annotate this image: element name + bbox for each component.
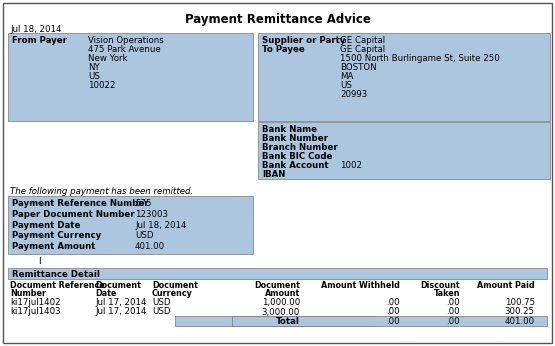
Text: 1500 North Burlingame St, Suite 250: 1500 North Burlingame St, Suite 250	[340, 54, 500, 63]
Text: 20993: 20993	[340, 90, 367, 99]
Text: Bank BIC Code: Bank BIC Code	[262, 152, 332, 161]
Text: Document: Document	[254, 281, 300, 290]
Text: .00: .00	[446, 298, 460, 307]
Text: 1002: 1002	[340, 161, 362, 170]
Text: .00: .00	[386, 317, 400, 326]
FancyBboxPatch shape	[3, 3, 552, 343]
Text: The following payment has been remitted.: The following payment has been remitted.	[10, 187, 193, 196]
Text: GE Capital: GE Capital	[340, 36, 385, 45]
FancyBboxPatch shape	[8, 33, 253, 121]
FancyBboxPatch shape	[175, 316, 375, 326]
Text: Amount Paid: Amount Paid	[477, 281, 535, 290]
Text: Paper Document Number: Paper Document Number	[12, 210, 135, 219]
Text: ki17jul1402: ki17jul1402	[10, 298, 60, 307]
Text: 3,000.00: 3,000.00	[262, 308, 300, 317]
Text: ki17jul1403: ki17jul1403	[10, 308, 60, 317]
Text: MA: MA	[340, 72, 354, 81]
Text: NY: NY	[88, 63, 100, 72]
FancyBboxPatch shape	[232, 316, 547, 326]
Text: Payment Remittance Advice: Payment Remittance Advice	[185, 13, 370, 26]
Text: .00: .00	[446, 308, 460, 317]
Text: Payment Currency: Payment Currency	[12, 231, 101, 240]
Text: Jul 18, 2014: Jul 18, 2014	[10, 25, 62, 34]
Text: Branch Number: Branch Number	[262, 143, 338, 152]
Text: Bank Account: Bank Account	[262, 161, 329, 170]
Text: To Payee: To Payee	[262, 45, 305, 54]
Text: Vision Operations: Vision Operations	[88, 36, 164, 45]
Text: Date: Date	[95, 289, 117, 298]
Text: Discount: Discount	[420, 281, 460, 290]
Text: Jul 18, 2014: Jul 18, 2014	[135, 221, 186, 230]
Text: 401.00: 401.00	[135, 242, 165, 251]
Text: I: I	[38, 257, 41, 266]
Text: Payment Reference Number: Payment Reference Number	[12, 199, 149, 208]
Text: 100.75: 100.75	[505, 298, 535, 307]
FancyBboxPatch shape	[258, 122, 550, 179]
Text: Amount Withheld: Amount Withheld	[321, 281, 400, 290]
Text: Document: Document	[95, 281, 141, 290]
Text: USD: USD	[135, 231, 154, 240]
Text: IBAN: IBAN	[262, 170, 285, 179]
Text: USD: USD	[152, 298, 170, 307]
Text: Jul 17, 2014: Jul 17, 2014	[95, 298, 147, 307]
Text: BOSTON: BOSTON	[340, 63, 377, 72]
Text: 10022: 10022	[88, 81, 115, 90]
Text: Jul 17, 2014: Jul 17, 2014	[95, 308, 147, 317]
Text: Supplier or Party: Supplier or Party	[262, 36, 346, 45]
Text: 575: 575	[135, 199, 152, 208]
Text: .00: .00	[446, 317, 460, 326]
Text: US: US	[340, 81, 352, 90]
Text: 300.25: 300.25	[505, 308, 535, 317]
Text: Bank Name: Bank Name	[262, 125, 317, 134]
Text: Taken: Taken	[433, 289, 460, 298]
FancyBboxPatch shape	[258, 33, 550, 121]
Text: 1,000.00: 1,000.00	[262, 298, 300, 307]
Text: Payment Date: Payment Date	[12, 221, 80, 230]
Text: Document Reference: Document Reference	[10, 281, 105, 290]
Text: 475 Park Avenue: 475 Park Avenue	[88, 45, 161, 54]
Text: New York: New York	[88, 54, 128, 63]
FancyBboxPatch shape	[8, 268, 547, 279]
Text: USD: USD	[152, 308, 170, 317]
Text: .00: .00	[386, 298, 400, 307]
Text: 123003: 123003	[135, 210, 168, 219]
Text: Amount: Amount	[265, 289, 300, 298]
Text: From Payer: From Payer	[12, 36, 67, 45]
Text: GE Capital: GE Capital	[340, 45, 385, 54]
Text: Total: Total	[276, 317, 300, 326]
Text: Document: Document	[152, 281, 198, 290]
Text: .00: .00	[386, 308, 400, 317]
Text: Payment Amount: Payment Amount	[12, 242, 95, 251]
Text: Bank Number: Bank Number	[262, 134, 328, 143]
Text: Number: Number	[10, 289, 46, 298]
Text: Remittance Detail: Remittance Detail	[12, 270, 100, 279]
Text: 401.00: 401.00	[505, 317, 535, 326]
FancyBboxPatch shape	[8, 196, 253, 254]
Text: Currency: Currency	[152, 289, 193, 298]
Text: US: US	[88, 72, 100, 81]
